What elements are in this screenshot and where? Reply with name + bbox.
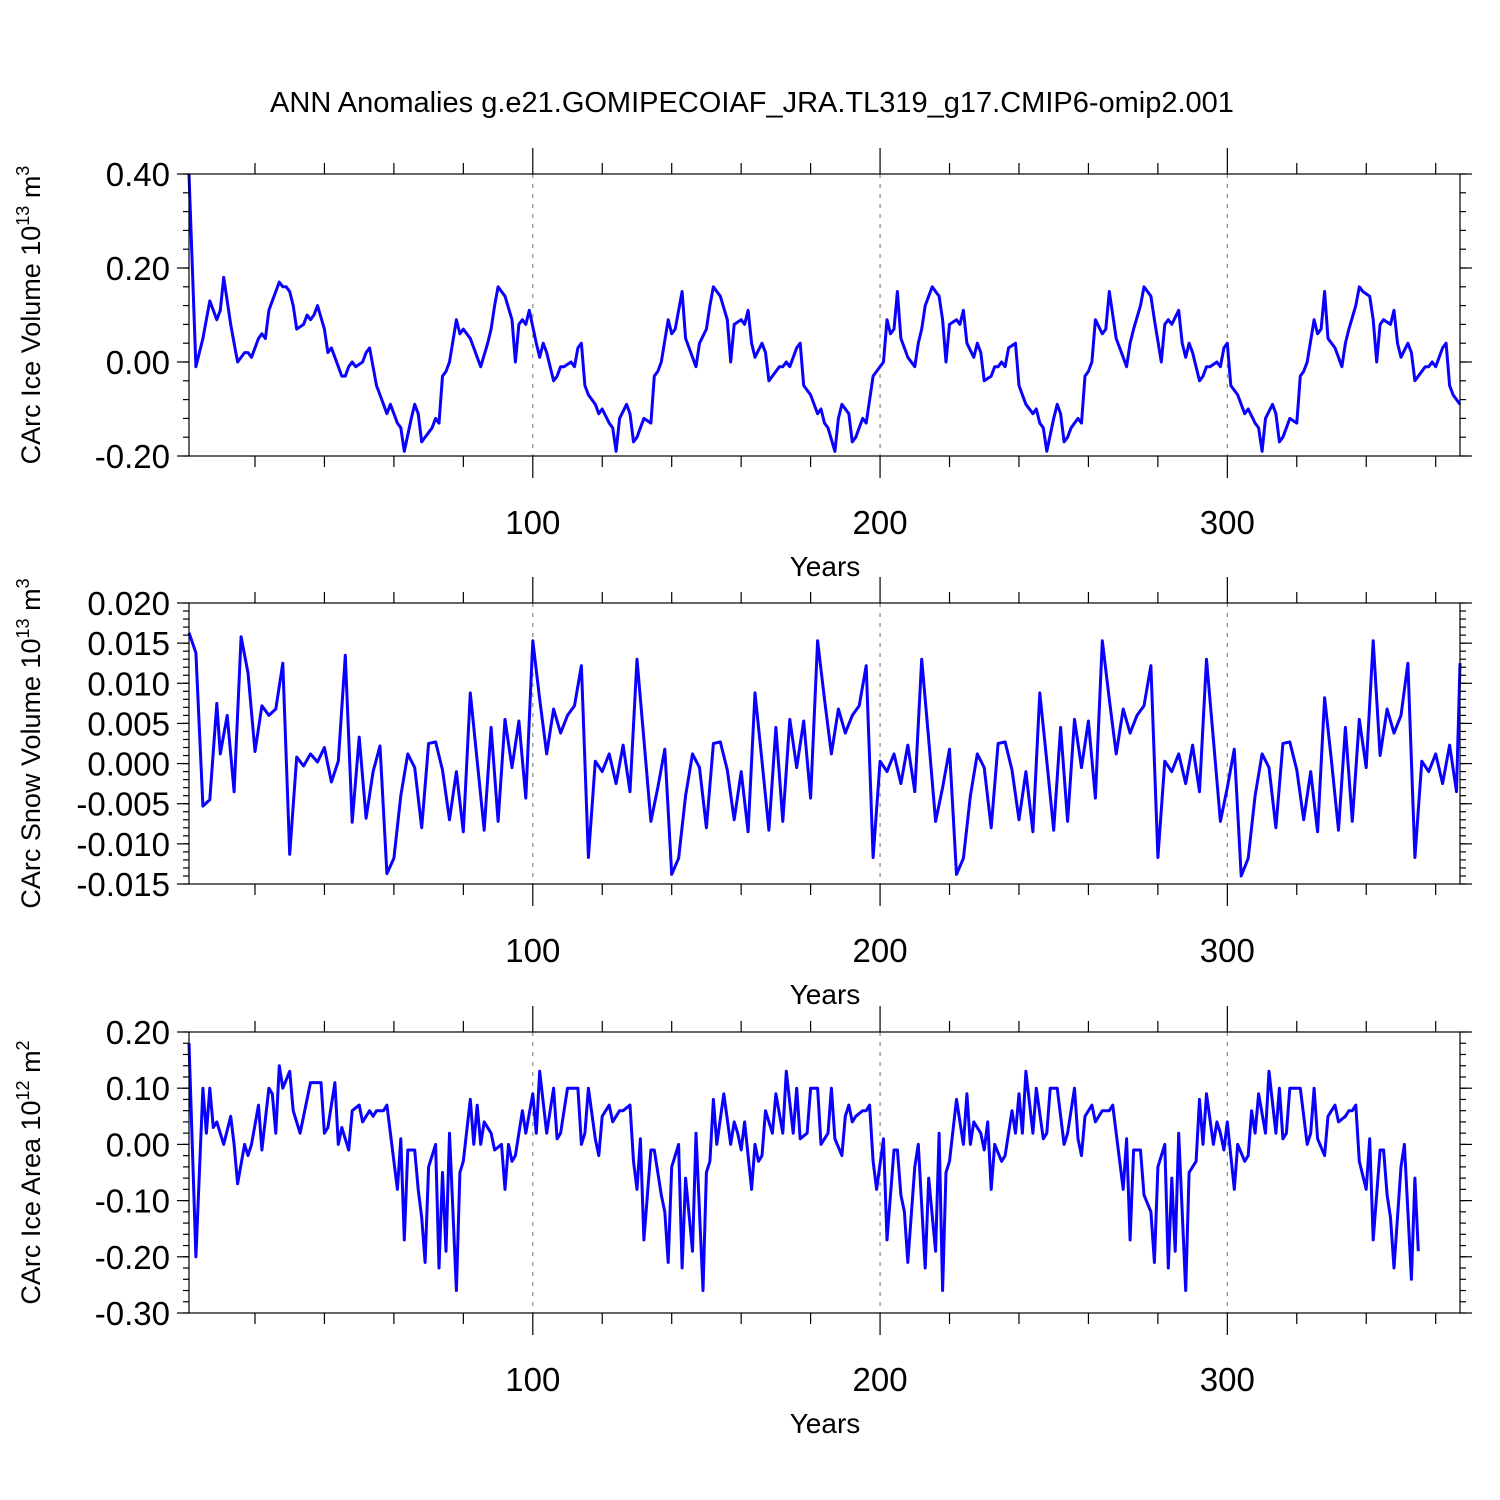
y-axis-label-unit-exponent: 3 — [13, 578, 33, 588]
y-axis-label-text: CArc Ice Volume 10 — [16, 226, 46, 465]
y-axis-label: CArc Ice Volume 1013 m3 — [13, 166, 46, 465]
panel-3: -0.30 -0.20 -0.10 0.00 0.10 0.20 100 200 300 Year… — [13, 1006, 1472, 1439]
x-tick-label: 300 — [1200, 932, 1255, 969]
x-tick-label: 100 — [505, 504, 560, 541]
y-tick-label: 0.40 — [106, 156, 170, 193]
y-tick-label: -0.005 — [76, 786, 170, 823]
x-tick-label: 200 — [853, 504, 908, 541]
x-tick-label: 300 — [1200, 1361, 1255, 1398]
y-tick-label: 0.20 — [106, 1014, 170, 1051]
x-tick-label: 300 — [1200, 504, 1255, 541]
y-tick-label: -0.30 — [95, 1295, 170, 1332]
y-tick-label: 0.010 — [87, 665, 170, 702]
y-axis-label-unit-exponent: 3 — [13, 166, 33, 176]
data-series-line — [187, 632, 1462, 878]
y-axis-label-text: CArc Snow Volume 10 — [16, 638, 46, 908]
y-tick-label: 0.005 — [87, 705, 170, 742]
y-tick-label: -0.015 — [76, 866, 170, 903]
x-tick-label: 100 — [505, 932, 560, 969]
plot-frame — [188, 173, 1461, 457]
y-tick-label: 0.10 — [106, 1070, 170, 1107]
y-tick-label: 0.00 — [106, 1126, 170, 1163]
x-tick-label: 100 — [505, 1361, 560, 1398]
y-axis-label-unit: m — [16, 588, 46, 618]
y-axis-label-exponent: 13 — [13, 618, 33, 638]
y-tick-label: 0.015 — [87, 625, 170, 662]
x-tick-label: 200 — [853, 1361, 908, 1398]
y-tick-label: -0.20 — [95, 1239, 170, 1276]
y-axis-label-unit: m — [16, 1050, 46, 1080]
panel-1: -0.20 0.00 0.20 0.40 100 200 300 Years CArc Ice … — [13, 148, 1472, 582]
y-axis-label: CArc Ice Area 1012 m2 — [13, 1040, 46, 1304]
y-tick-label: 0.20 — [106, 250, 170, 287]
y-axis-label-exponent: 13 — [13, 206, 33, 226]
y-axis-label-exponent: 12 — [13, 1080, 33, 1100]
y-tick-label: -0.10 — [95, 1183, 170, 1220]
y-axis-label-unit-exponent: 2 — [13, 1040, 33, 1050]
chart-title: ANN Anomalies g.e21.GOMIPECOIAF_JRA.TL31… — [270, 87, 1234, 119]
y-axis-label-unit: m — [16, 176, 46, 206]
y-tick-label: 0.020 — [87, 585, 170, 622]
y-tick-label: -0.20 — [95, 438, 170, 475]
x-axis-label: Years — [790, 551, 861, 582]
plot-frame — [188, 602, 1461, 885]
y-tick-label: -0.010 — [76, 826, 170, 863]
x-axis-label: Years — [790, 979, 861, 1010]
data-series-line — [187, 1043, 1420, 1292]
x-axis-label: Years — [790, 1408, 861, 1439]
y-axis-label: CArc Snow Volume 1013 m3 — [13, 578, 46, 908]
y-tick-label: 0.000 — [87, 746, 170, 783]
x-tick-label: 200 — [853, 932, 908, 969]
panels: -0.20 0.00 0.20 0.40 100 200 300 Years CArc Ice … — [13, 148, 1472, 1439]
y-tick-label: 0.00 — [106, 344, 170, 381]
y-axis-label-text: CArc Ice Area 10 — [16, 1100, 46, 1304]
plot-frame — [188, 1031, 1461, 1314]
data-series-line — [187, 173, 1462, 453]
